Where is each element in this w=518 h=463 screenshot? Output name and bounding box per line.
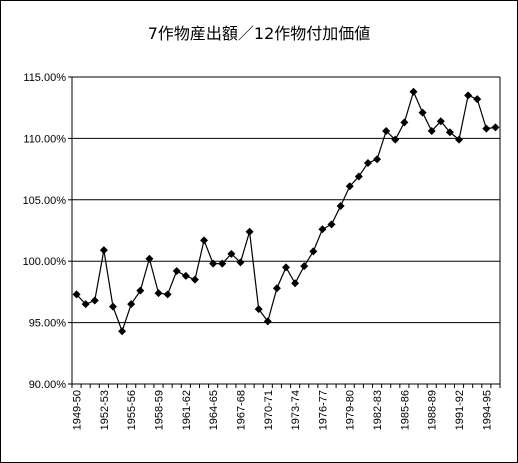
data-point-marker: [236, 258, 245, 267]
series-line: [76, 89, 496, 333]
data-point-marker: [227, 249, 236, 258]
data-point-marker: [145, 254, 154, 263]
x-tick-label: 1988-89: [427, 390, 439, 430]
chart-title: 7作物産出額／12作物付加価値: [147, 24, 371, 43]
x-tick-label: 1994-95: [481, 390, 493, 430]
data-point-marker: [345, 182, 354, 191]
data-point-marker: [455, 135, 464, 144]
data-point-marker: [136, 286, 145, 295]
x-tick-label: 1982-83: [372, 390, 384, 430]
data-point-marker: [172, 267, 181, 276]
data-point-marker: [427, 127, 436, 136]
data-point-marker: [245, 227, 254, 236]
data-point-marker: [445, 128, 454, 137]
data-point-marker: [391, 135, 400, 144]
data-point-marker: [282, 263, 290, 272]
data-point-marker: [354, 172, 363, 181]
x-tick-label: 1991-92: [454, 390, 466, 430]
data-point-marker: [327, 220, 336, 229]
data-point-marker: [90, 296, 99, 305]
data-point-marker: [373, 155, 382, 164]
data-point-marker: [190, 275, 199, 284]
x-tick-label: 1967-68: [235, 390, 247, 430]
y-tick-label: 90.00%: [29, 379, 67, 391]
data-point-marker: [118, 327, 127, 336]
data-point-marker: [464, 91, 473, 100]
y-tick-label: 105.00%: [23, 195, 67, 207]
data-point-marker: [363, 158, 372, 167]
data-point-marker: [99, 246, 108, 255]
data-point-marker: [318, 225, 327, 234]
x-tick-label: 1985-86: [399, 390, 411, 430]
data-point-marker: [72, 290, 81, 299]
y-tick-label: 100.00%: [23, 256, 67, 268]
data-point-marker: [181, 271, 190, 280]
data-point-marker: [154, 289, 163, 298]
data-point-marker: [81, 300, 90, 309]
data-point-marker: [300, 262, 309, 271]
data-point-marker: [163, 290, 172, 299]
data-point-marker: [336, 201, 345, 210]
data-point-marker: [409, 87, 418, 96]
data-point-marker: [263, 317, 272, 326]
data-point-marker: [291, 279, 300, 288]
x-tick-label: 1961-62: [181, 390, 193, 430]
data-point-marker: [218, 259, 227, 268]
y-tick-label: 110.00%: [23, 133, 66, 145]
x-tick-label: 1964-65: [208, 390, 220, 430]
data-point-marker: [108, 302, 117, 311]
x-tick-label: 1973-74: [290, 390, 302, 430]
data-point-marker: [309, 247, 318, 256]
data-point-marker: [473, 95, 482, 104]
x-tick-label: 1958-59: [154, 390, 166, 430]
x-tick-label: 1955-56: [126, 390, 138, 430]
data-point-marker: [272, 284, 281, 293]
x-tick-label: 1970-71: [263, 390, 275, 430]
x-tick-label: 1979-80: [345, 390, 357, 430]
data-point-marker: [491, 123, 500, 132]
data-point-marker: [382, 127, 391, 136]
data-point-marker: [127, 300, 136, 309]
x-tick-label: 1952-53: [99, 390, 111, 430]
data-point-marker: [436, 117, 445, 126]
y-tick-label: 95.00%: [29, 318, 67, 330]
y-tick-label: 115.00%: [23, 72, 66, 84]
data-point-marker: [418, 108, 427, 117]
data-point-marker: [209, 259, 218, 268]
x-tick-label: 1976-77: [317, 390, 329, 430]
x-tick-label: 1949-50: [72, 390, 84, 430]
data-point-marker: [400, 118, 409, 127]
data-point-marker: [254, 305, 263, 314]
data-point-marker: [482, 124, 491, 133]
data-point-marker: [200, 236, 209, 245]
